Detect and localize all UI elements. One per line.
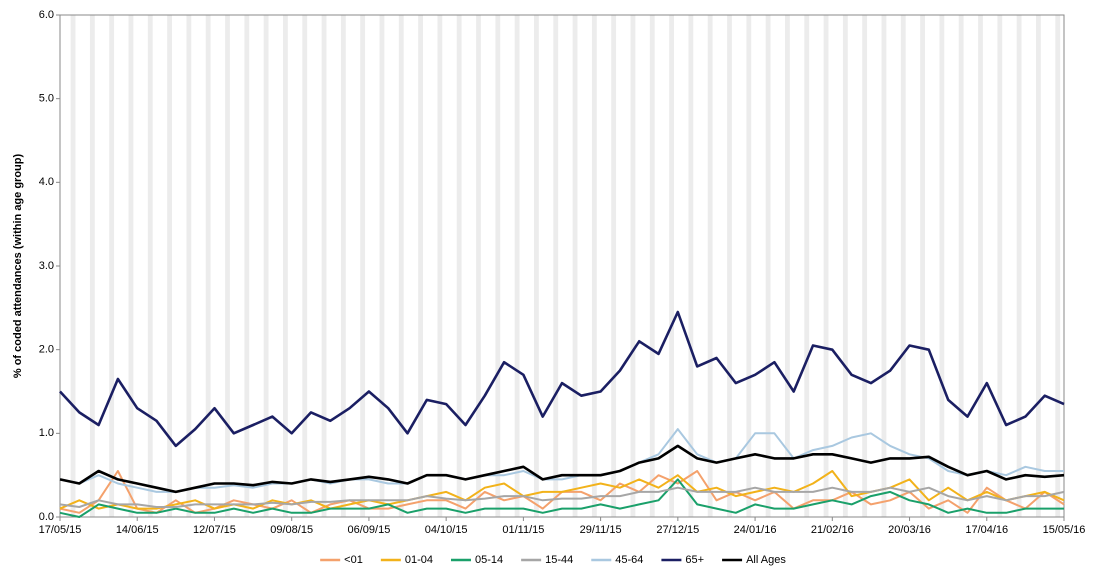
weekend-band — [225, 15, 230, 517]
weekend-band — [70, 15, 76, 517]
y-tick-label: 0.0 — [39, 511, 54, 523]
weekend-band — [727, 15, 732, 517]
y-tick-label: 3.0 — [39, 260, 54, 272]
x-tick-label: 20/03/16 — [888, 524, 931, 536]
weekend-band — [302, 15, 308, 517]
y-tick-label: 5.0 — [39, 93, 54, 105]
weekend-band — [418, 15, 423, 517]
weekend-band — [804, 15, 810, 517]
legend-label: 65+ — [685, 554, 704, 566]
legend-label: All Ages — [746, 554, 786, 566]
weekend-band — [128, 15, 134, 517]
x-tick-label: 04/10/15 — [425, 524, 468, 536]
weekend-band — [495, 15, 501, 517]
weekend-band — [591, 15, 597, 517]
weekend-band — [707, 15, 713, 517]
weekend-band — [379, 15, 385, 517]
weekend-band — [842, 15, 848, 517]
weekend-band — [939, 15, 945, 517]
weekend-band — [1016, 15, 1022, 517]
weekend-band — [630, 15, 636, 517]
weekend-band — [476, 15, 481, 517]
weekend-band — [205, 15, 211, 517]
weekend-band — [186, 15, 192, 517]
weekend-band — [283, 15, 288, 517]
x-tick-label: 29/11/15 — [580, 524, 622, 536]
weekend-band — [456, 15, 462, 517]
legend-label: <01 — [344, 554, 363, 566]
weekend-band — [669, 15, 674, 517]
series-line — [59, 428, 1064, 493]
weekend-band — [920, 15, 925, 517]
legend-label: 45-64 — [615, 554, 643, 566]
weekend-band — [1036, 15, 1041, 517]
weekend-band — [900, 15, 906, 517]
weekend-band — [688, 15, 694, 517]
weekend-band — [1055, 15, 1061, 517]
weekend-band — [147, 15, 153, 517]
weekend-band — [89, 15, 95, 517]
weekend-band — [572, 15, 578, 517]
weekend-band — [881, 15, 887, 517]
x-tick-label: 14/06/15 — [116, 524, 159, 536]
weekend-band — [765, 15, 771, 517]
weekend-band — [398, 15, 404, 517]
series-line — [59, 310, 1065, 448]
legend-label: 15-44 — [545, 554, 573, 566]
weekend-band — [746, 15, 752, 517]
weekend-band — [263, 15, 269, 517]
x-tick-label: 17/05/15 — [39, 524, 82, 536]
x-tick-label: 24/01/16 — [734, 524, 777, 536]
plot-frame — [59, 14, 1065, 518]
weekend-band — [514, 15, 520, 517]
weekend-band — [360, 15, 366, 517]
series-line — [59, 470, 1065, 510]
y-tick-label: 1.0 — [39, 427, 54, 439]
x-tick-label: 17/04/16 — [965, 524, 1008, 536]
x-tick-label: 21/02/16 — [811, 524, 854, 536]
weekend-band — [997, 15, 1003, 517]
weekend-band — [109, 15, 115, 517]
weekend-band — [785, 15, 790, 517]
y-tick-label: 6.0 — [39, 9, 54, 21]
series-line — [59, 486, 1065, 508]
weekend-band — [167, 15, 172, 517]
series-line — [59, 444, 1065, 494]
weekend-band — [534, 15, 539, 517]
weekend-band — [437, 15, 443, 517]
weekend-band — [611, 15, 617, 517]
weekend-band — [823, 15, 829, 517]
legend-label: 01-04 — [405, 554, 433, 566]
y-tick-label: 4.0 — [39, 176, 54, 188]
weekend-band — [649, 15, 655, 517]
weekend-band — [321, 15, 327, 517]
x-tick-label: 09/08/15 — [270, 524, 313, 536]
x-tick-label: 27/12/15 — [656, 524, 699, 536]
x-tick-label: 06/09/15 — [348, 524, 391, 536]
y-tick-label: 2.0 — [39, 344, 54, 356]
weekend-band — [244, 15, 250, 517]
x-tick-label: 15/05/16 — [1043, 524, 1086, 536]
weekend-band — [862, 15, 868, 517]
legend-label: 05-14 — [475, 554, 503, 566]
x-tick-label: 12/07/15 — [193, 524, 236, 536]
series-line — [59, 478, 1064, 518]
x-tick-label: 01/11/15 — [502, 524, 544, 536]
weekend-band — [958, 15, 964, 517]
y-axis-title: % of coded attendances (within age group… — [12, 154, 24, 379]
weekend-band — [978, 15, 983, 517]
weekend-band — [553, 15, 559, 517]
weekend-band — [340, 15, 346, 517]
